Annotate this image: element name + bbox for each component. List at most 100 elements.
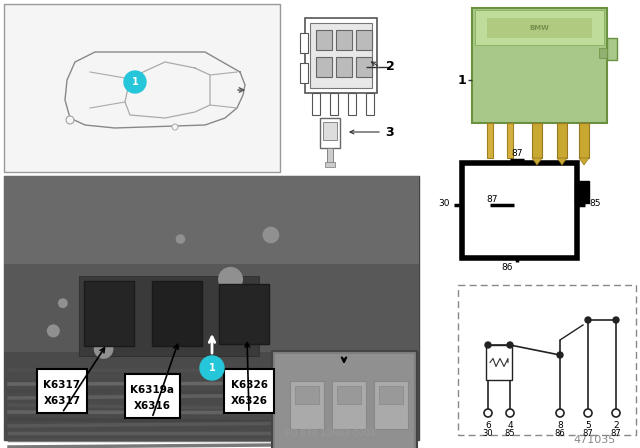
Text: K6319a: K6319a xyxy=(130,385,174,395)
Text: 85: 85 xyxy=(589,198,600,207)
Text: 87: 87 xyxy=(511,148,523,158)
Text: X6317: X6317 xyxy=(44,396,81,406)
Text: 3: 3 xyxy=(386,125,394,138)
Bar xyxy=(366,93,374,115)
Bar xyxy=(310,23,372,88)
Bar xyxy=(332,381,366,429)
Circle shape xyxy=(93,339,113,359)
Bar xyxy=(487,123,493,158)
Bar xyxy=(330,93,338,115)
Text: K6326: K6326 xyxy=(230,380,268,390)
Text: 30: 30 xyxy=(483,430,493,439)
Bar xyxy=(579,123,589,158)
Bar xyxy=(4,352,419,440)
Text: 86: 86 xyxy=(501,263,513,272)
Bar xyxy=(325,162,335,167)
Circle shape xyxy=(506,409,514,417)
Bar xyxy=(336,57,352,77)
Bar xyxy=(462,163,577,258)
Text: 2: 2 xyxy=(386,60,394,73)
Bar xyxy=(295,386,319,404)
Text: 30: 30 xyxy=(438,198,450,207)
Bar xyxy=(557,123,567,158)
Bar xyxy=(532,123,542,158)
Text: BMW: BMW xyxy=(529,25,549,31)
Bar xyxy=(336,30,352,50)
Bar xyxy=(507,123,513,158)
Bar xyxy=(312,93,320,115)
Text: X6326: X6326 xyxy=(230,396,268,406)
Bar xyxy=(125,374,180,418)
Text: 2: 2 xyxy=(613,421,619,430)
Circle shape xyxy=(47,324,60,337)
Bar xyxy=(300,63,308,83)
Bar xyxy=(475,10,604,45)
Text: EO E70 12N62 0004: EO E70 12N62 0004 xyxy=(285,430,376,439)
Text: 8: 8 xyxy=(557,421,563,430)
Circle shape xyxy=(485,342,491,348)
Text: 4: 4 xyxy=(507,421,513,430)
Bar xyxy=(472,8,607,123)
Bar xyxy=(458,285,636,435)
Bar xyxy=(337,386,361,404)
Circle shape xyxy=(172,124,178,130)
Circle shape xyxy=(585,317,591,323)
Polygon shape xyxy=(532,158,542,165)
Text: X6316: X6316 xyxy=(134,401,170,411)
Text: 1: 1 xyxy=(209,363,216,373)
Bar xyxy=(84,281,134,346)
Circle shape xyxy=(175,234,186,244)
Text: 85: 85 xyxy=(505,430,515,439)
Bar xyxy=(290,381,324,429)
Circle shape xyxy=(557,352,563,358)
Bar xyxy=(305,18,377,93)
Bar xyxy=(487,18,592,38)
Bar xyxy=(486,345,512,380)
Text: 471035: 471035 xyxy=(574,435,616,445)
Circle shape xyxy=(613,317,619,323)
Bar xyxy=(316,30,332,50)
Circle shape xyxy=(66,116,74,124)
Text: 1: 1 xyxy=(132,77,138,87)
Bar xyxy=(348,93,356,115)
Bar xyxy=(320,118,340,148)
Bar xyxy=(379,386,403,404)
Bar xyxy=(607,38,617,60)
Circle shape xyxy=(124,71,146,93)
Circle shape xyxy=(262,227,279,243)
Circle shape xyxy=(218,267,243,292)
Text: 6: 6 xyxy=(485,421,491,430)
Text: 87: 87 xyxy=(486,194,498,203)
Bar xyxy=(4,176,419,264)
Text: K6317: K6317 xyxy=(44,380,81,390)
Bar xyxy=(356,57,372,77)
Circle shape xyxy=(507,342,513,348)
Bar xyxy=(152,281,202,346)
Bar xyxy=(356,30,372,50)
Circle shape xyxy=(584,409,592,417)
Text: 5: 5 xyxy=(585,421,591,430)
Bar xyxy=(575,181,589,203)
Bar xyxy=(316,57,332,77)
Polygon shape xyxy=(579,158,589,165)
Bar xyxy=(374,381,408,429)
Bar xyxy=(327,148,333,163)
Text: 87: 87 xyxy=(611,430,621,439)
Bar xyxy=(323,122,337,140)
Bar xyxy=(79,276,259,356)
Text: 1: 1 xyxy=(458,73,467,86)
Bar xyxy=(4,264,419,352)
Circle shape xyxy=(58,298,68,308)
Text: 86: 86 xyxy=(555,430,565,439)
Bar xyxy=(4,176,419,440)
Circle shape xyxy=(200,356,224,380)
Text: 87: 87 xyxy=(582,430,593,439)
Bar xyxy=(272,351,417,448)
Circle shape xyxy=(612,409,620,417)
Circle shape xyxy=(484,409,492,417)
Bar xyxy=(224,369,274,413)
Bar xyxy=(300,33,308,53)
Bar xyxy=(37,369,87,413)
Bar xyxy=(4,4,280,172)
Bar xyxy=(275,354,414,448)
